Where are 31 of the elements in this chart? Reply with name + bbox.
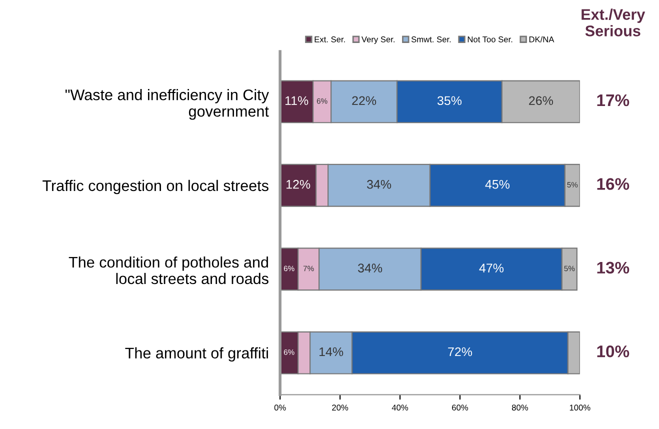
text: 16% [597, 178, 630, 190]
data-label: 34% [358, 264, 382, 272]
x-tick-label: 40% [392, 404, 408, 411]
data-label: 26% [529, 96, 554, 106]
text: Ext./Very Serious [582, 8, 646, 36]
legend-label: Smwt. Ser. [411, 36, 451, 42]
text: 13% [597, 262, 630, 274]
legend-label: Not Too Ser. [468, 36, 512, 42]
legend-label: Ext. Ser. [314, 36, 345, 42]
text: 17% [597, 94, 630, 106]
x-tick-label: 60% [452, 404, 468, 411]
y-tick-label: The amount of graffiti [125, 347, 268, 362]
data-label: 14% [319, 347, 344, 356]
x-tick-label: 100% [570, 404, 590, 411]
x-tick-label: 0% [274, 404, 286, 411]
x-tick-label: 80% [512, 404, 528, 411]
data-label: 11% [285, 96, 308, 106]
text: 10% [597, 346, 630, 358]
data-label: 12% [286, 180, 310, 189]
y-tick-label: The condition of potholes and local streets and roads [68, 256, 268, 284]
data-label: 34% [366, 180, 392, 189]
legend-label: Very Ser. [361, 36, 394, 44]
legend-label: DK/NA [529, 36, 554, 42]
data-label: 47% [479, 264, 504, 272]
x-tick-label: 20% [332, 404, 348, 411]
y-tick-label: Traffic congestion on local streets [42, 180, 268, 194]
data-label: 22% [352, 96, 376, 106]
data-label: 45% [485, 180, 510, 189]
y-tick-label: "Waste and inefficiency in City government [65, 89, 269, 120]
data-label: 72% [448, 347, 472, 356]
data-label: 35% [437, 96, 462, 106]
